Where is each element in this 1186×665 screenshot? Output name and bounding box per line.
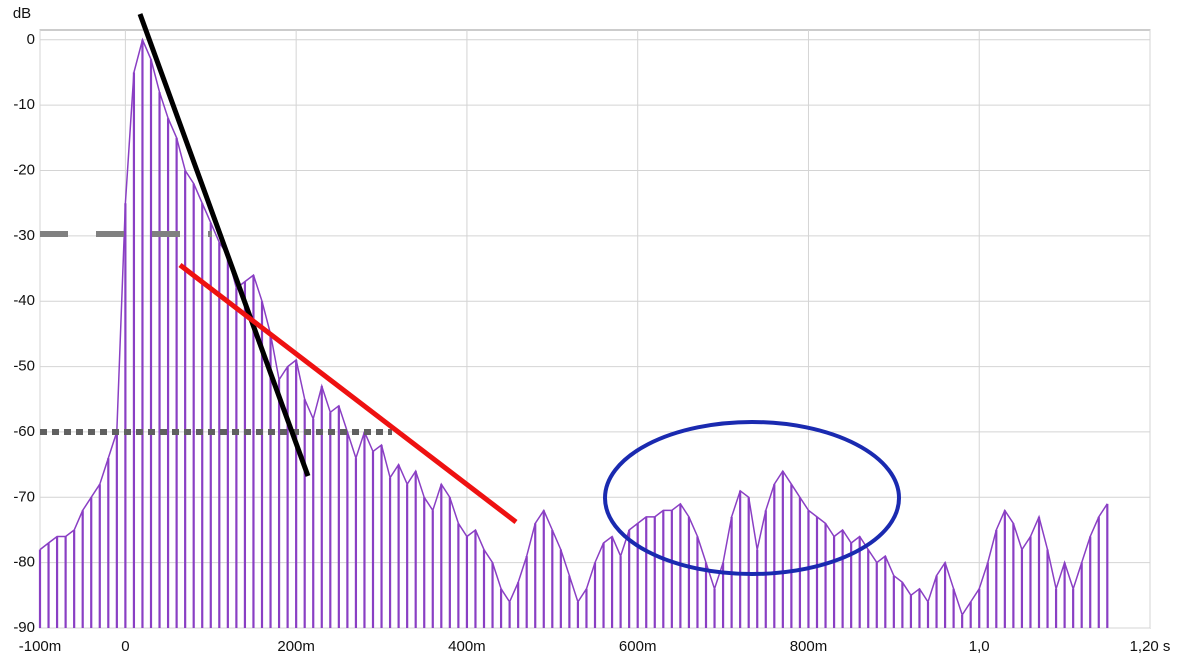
y-tick-label: -80 xyxy=(13,554,35,571)
y-tick-label: -20 xyxy=(13,161,35,178)
late-decay-line xyxy=(178,263,518,524)
envelope-line xyxy=(39,37,1108,617)
early-decay-line xyxy=(137,13,311,477)
x-tick-label: 1,0 xyxy=(969,638,990,655)
y-tick-label: -10 xyxy=(13,96,35,113)
x-tick-label: 0 xyxy=(121,638,129,655)
y-tick-label: -70 xyxy=(13,488,35,505)
y-tick-label: -40 xyxy=(13,292,35,309)
x-tick-label: -100m xyxy=(19,638,62,655)
x-tick-label: 200m xyxy=(277,638,315,655)
y-tick-label: -60 xyxy=(13,423,35,440)
x-tick-label: 400m xyxy=(448,638,486,655)
plot-frame xyxy=(39,29,1151,629)
x-tick-label: 600m xyxy=(619,638,657,655)
y-tick-label: -30 xyxy=(13,227,35,244)
x-tick-label: 800m xyxy=(790,638,828,655)
y-axis-label: dB xyxy=(13,5,31,22)
y-tick-label: 0 xyxy=(27,31,35,48)
y-tick-label: -90 xyxy=(13,619,35,636)
x-tick-label: 1,20 s xyxy=(1130,638,1171,655)
y-tick-label: -50 xyxy=(13,358,35,375)
highlight-ellipse xyxy=(603,420,901,576)
